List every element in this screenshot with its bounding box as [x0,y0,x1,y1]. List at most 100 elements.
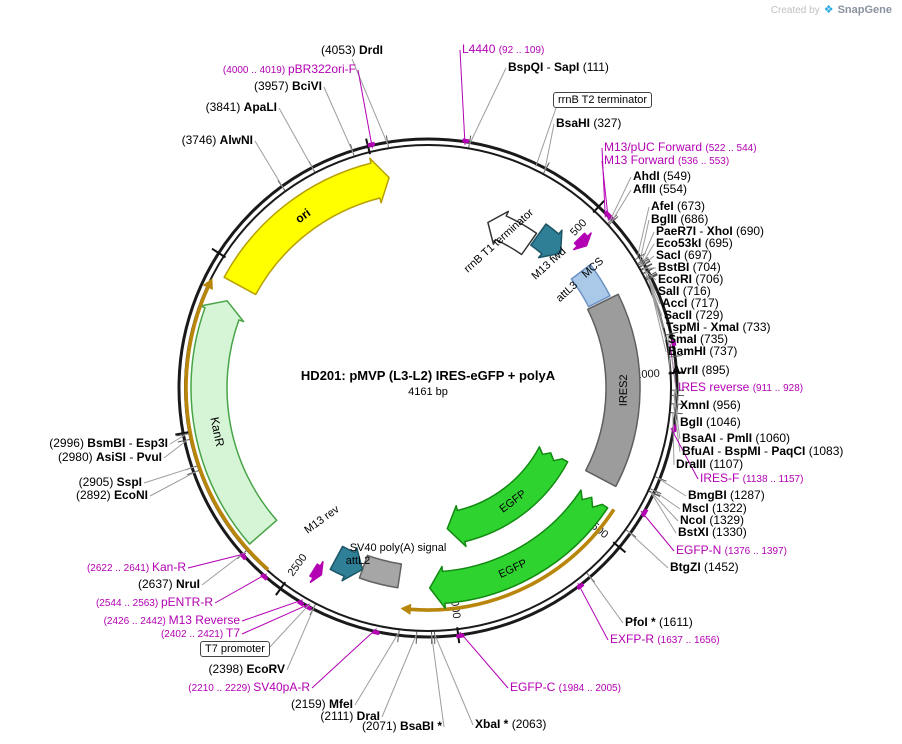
site-label-sali-716[interactable]: SalI (716) [658,284,711,298]
label-leader-line [187,553,247,569]
primer-site-mark[interactable] [462,138,470,144]
feature-EGFP-inner[interactable] [446,446,569,548]
site-label-bamhi-737[interactable]: BamHI (737) [668,344,738,358]
site-label-msci-1322[interactable]: MscI (1322) [682,501,747,515]
label-leader-line [278,107,315,171]
site-label-bmgbi-1287[interactable]: BmgBI (1287) [688,488,765,502]
feature-M13-fwd-site[interactable] [572,232,592,251]
site-label-acci-717[interactable]: AccI (717) [662,296,719,310]
primer-label-exfp-r[interactable]: EXFP-R (1637 .. 1656) [610,632,720,647]
site-label-2637-nrui[interactable]: (2637) NruI [137,577,200,591]
primer-label-l4440[interactable]: L4440 (92 .. 109) [462,42,545,57]
feature-label[interactable]: attL2 [346,555,370,567]
primer-site-mark[interactable] [239,552,248,561]
site-label-2111-drai[interactable]: (2111) DraI [320,709,380,723]
scale-tick [275,581,287,596]
label-leader-line [601,160,609,221]
boxed-feature-label-rrnb-t2-terminator[interactable]: rrnB T2 terminator [553,92,653,108]
site-label-2398-ecorv[interactable]: (2398) EcoRV [208,662,286,676]
site-label-xmni-956[interactable]: XmnI (956) [680,398,741,412]
label-leader-line [587,574,624,624]
site-label-tspmi-xmai-733[interactable]: TspMI - XmaI (733) [666,320,771,334]
site-label-bstbi-704[interactable]: BstBI (704) [658,260,721,274]
site-label-bstxi-1330[interactable]: BstXI (1330) [678,525,747,539]
site-label-draiii-1107[interactable]: DraIII (1107) [676,457,744,471]
label-leader-line [544,123,555,172]
feature-kan-cassette[interactable] [184,278,270,571]
site-label-pfoi-1611[interactable]: PfoI * (1611) [625,615,693,629]
primer-site-mark[interactable] [576,582,585,591]
feature-M13-rev-site[interactable] [309,560,324,583]
feature-rrnB-T1-terminator[interactable] [487,210,538,256]
primer-site-mark[interactable] [640,508,649,518]
feature-MCS[interactable] [570,263,611,308]
primer-site-mark[interactable] [456,633,465,639]
feature-ori[interactable] [223,157,390,296]
site-label-ncoi-1329[interactable]: NcoI (1329) [680,513,745,527]
enzyme-site-tick [666,331,679,336]
site-label-saci-697[interactable]: SacI (697) [656,248,713,262]
feature-EGFP-outer[interactable] [428,489,609,610]
feature-label[interactable]: IRES2 [618,374,630,406]
primer-label-m13-puc-forward[interactable]: M13/pUC Forward (522 .. 544) [604,140,757,155]
primer-label-pentr-r[interactable]: (2544 .. 2563) pENTR-R [95,595,213,610]
site-label-bsaai-pmli-1060[interactable]: BsaAI - PmlI (1060) [682,431,791,445]
primer-label-ires-f[interactable]: IRES-F (1138 .. 1157) [700,471,804,486]
site-label-ahdi-549[interactable]: AhdI (549) [633,169,692,183]
site-label-3746-alwni[interactable]: (3746) AlwNI [181,133,253,147]
site-label-2159-mfei[interactable]: (2159) MfeI [290,697,353,711]
site-label-paer7i-xhoi-690[interactable]: PaeR7I - XhoI (690) [656,224,765,238]
primer-label-t7[interactable]: (2402 .. 2421) T7 [160,626,240,641]
primer-site-mark[interactable] [297,599,305,607]
primer-label-sv40pa-r[interactable]: (2210 .. 2229) SV40pA-R [188,680,310,695]
site-label-ecori-706[interactable]: EcoRI (706) [658,272,724,286]
site-label-bspqi-sapi-111[interactable]: BspQI - SapI (111) [508,60,609,74]
primer-label-kan-r[interactable]: (2622 .. 2641) Kan-R [86,560,186,575]
site-label-bglii-686[interactable]: BglII (686) [651,212,709,226]
primer-label-egfp-c[interactable]: EGFP-C (1984 .. 2005) [510,680,621,695]
feature-attL3[interactable] [530,223,563,259]
primer-label-ires-reverse[interactable]: IRES reverse (911 .. 928) [678,380,804,395]
primer-label-egfp-n[interactable]: EGFP-N (1376 .. 1397) [676,543,787,558]
boxed-feature-label-t7-promoter[interactable]: T7 promoter [200,641,270,657]
site-label-4053-drdi[interactable]: (4053) DrdI [320,43,384,57]
site-label-afei-673[interactable]: AfeI (673) [651,199,706,213]
site-label-3841-apali[interactable]: (3841) ApaLI [205,100,277,114]
site-label-2071-bsabi[interactable]: (2071) BsaBI * [361,719,442,733]
site-label-eco53ki-695[interactable]: Eco53kI (695) [656,236,733,250]
feature-label[interactable]: M13 rev [302,503,342,536]
primer-label-m13-forward[interactable]: M13 Forward (536 .. 553) [604,153,730,168]
primer-site-mark[interactable] [371,629,380,636]
site-label-2980-asisi-pvui[interactable]: (2980) AsiSI - PvuI [57,450,162,464]
feature-KanR[interactable] [190,300,278,545]
site-label-aflii-554[interactable]: AflII (554) [633,182,688,196]
feature-label[interactable]: KanR [207,416,227,449]
site-label-btgzi-1452[interactable]: BtgZI (1452) [670,560,739,574]
site-label-xbai-2063[interactable]: XbaI * (2063) [475,717,547,731]
site-label-2996-bsmbi-esp3i[interactable]: (2996) BsmBI - Esp3I [49,436,168,450]
site-label-3957-bcivi[interactable]: (3957) BciVI [253,79,322,93]
primer-site-mark[interactable] [671,339,677,347]
feature-attL2[interactable] [329,545,364,582]
feature-label[interactable]: SV40 poly(A) signal [350,542,447,554]
site-label-bfuai-bspmi-paqci-1083[interactable]: BfuAI - BspMI - PaqCI (1083) [682,444,844,458]
site-label-2892-econi[interactable]: (2892) EcoNI [75,488,148,502]
feature-SV40-polyA[interactable] [358,554,403,589]
site-label-avrii-895[interactable]: AvrII (895) [672,363,730,377]
primer-site-mark[interactable] [260,572,269,581]
site-label-smai-735[interactable]: SmaI (735) [668,332,729,346]
site-label-2905-sspi[interactable]: (2905) SspI [78,475,142,489]
feature-egfp-cassette[interactable] [400,508,616,615]
credit-prefix: Created by [770,4,820,16]
site-label-sacii-729[interactable]: SacII (729) [664,308,724,322]
feature-IRES2[interactable] [584,293,641,488]
primer-site-mark[interactable] [672,424,678,433]
site-label-bsahi-327[interactable]: BsaHI (327) [556,116,622,130]
snapgene-logo-icon: ❖ [823,3,834,16]
label-leader-line [656,477,687,497]
label-leader-line [640,243,655,266]
primer-label-pbr322ori-f[interactable]: (4000 .. 4019) pBR322ori-F [222,62,356,77]
primer-label-m13-reverse[interactable]: (2426 .. 2442) M13 Reverse [103,613,240,628]
site-label-bgli-1046[interactable]: BglI (1046) [680,415,741,429]
